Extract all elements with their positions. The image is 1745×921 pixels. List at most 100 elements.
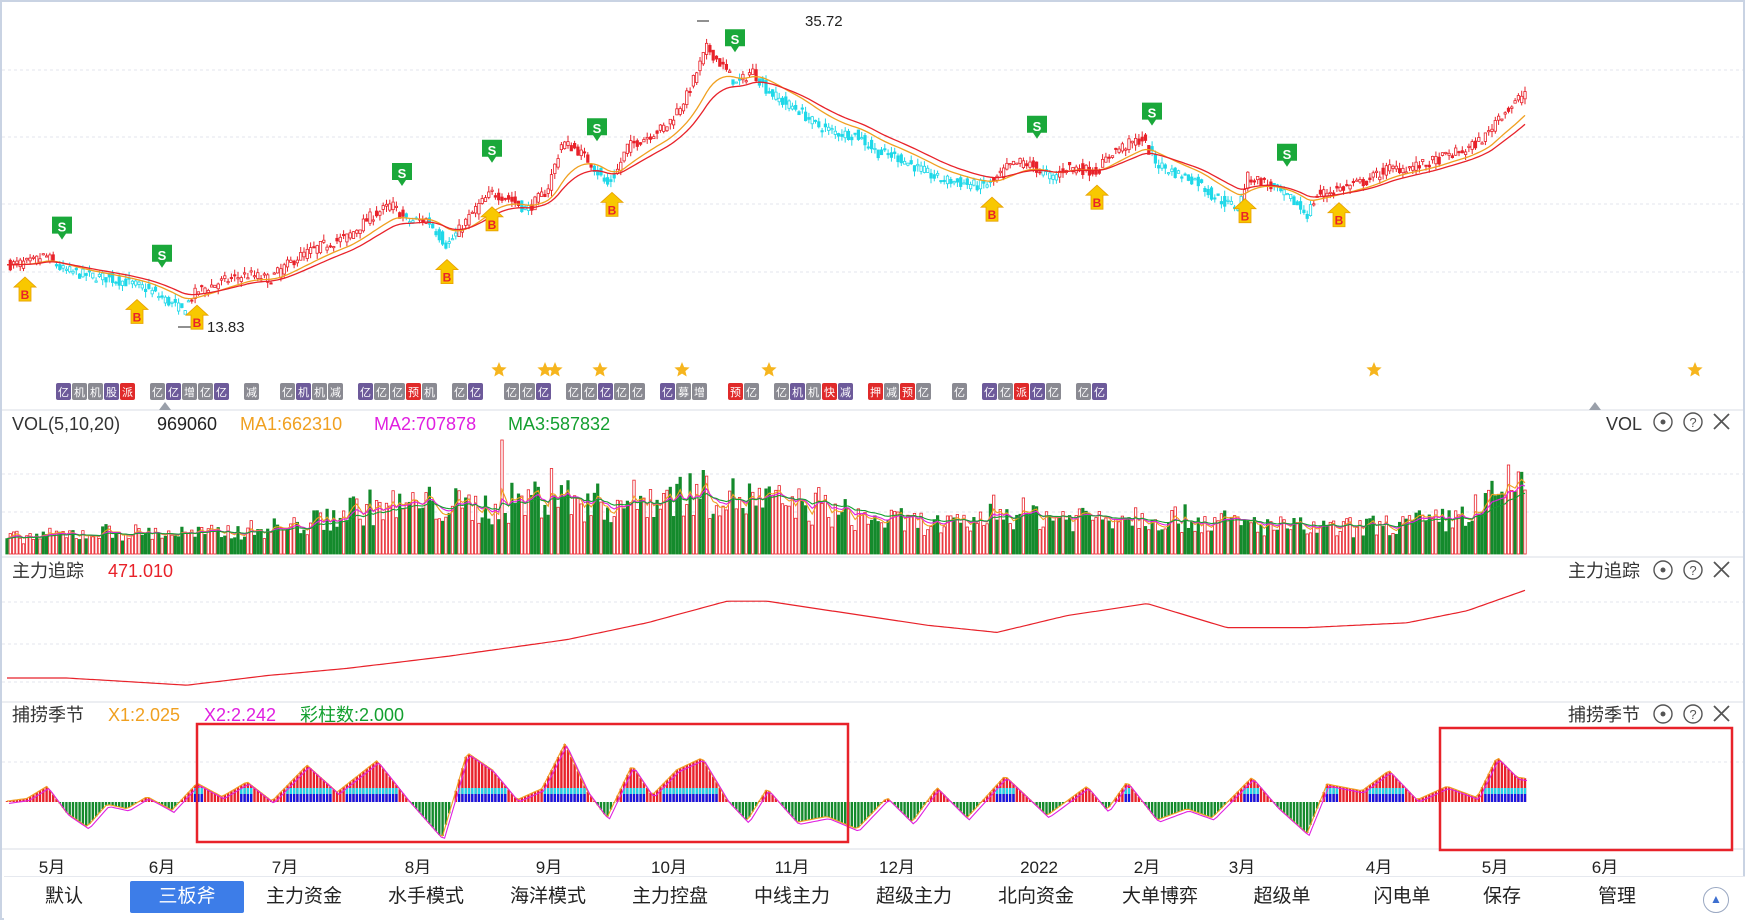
candle-body (306, 249, 308, 258)
candle-body (1494, 120, 1496, 131)
volume-bar (709, 519, 711, 554)
candle-body (570, 146, 572, 151)
candle-body (507, 196, 509, 200)
season-colored-bar (999, 794, 1001, 802)
season-colored-bar (329, 794, 331, 802)
candle-body (722, 62, 724, 64)
candle-body (293, 261, 295, 265)
season-colored-bar (676, 788, 678, 794)
tab-7[interactable]: 超级主力 (866, 881, 962, 913)
candle-body (1372, 173, 1374, 177)
tab-5[interactable]: 主力控盘 (622, 881, 718, 913)
candle-body (105, 277, 107, 281)
season-colored-bar (465, 794, 467, 802)
tab-11[interactable]: 闪电单 (1364, 881, 1440, 913)
season-colored-bar (1494, 794, 1496, 802)
volume-bar (1415, 513, 1417, 554)
volume-bar (121, 541, 123, 554)
season-bar (1174, 802, 1176, 813)
season-bar (854, 802, 856, 828)
season-close-icon[interactable] (1714, 706, 1729, 721)
volume-bar (626, 501, 628, 554)
volume-bar (613, 517, 615, 554)
volume-bar (240, 540, 242, 554)
collapse-up-icon[interactable]: ▲ (1703, 887, 1729, 913)
tab-2[interactable]: 主力资金 (256, 881, 352, 913)
volume-bar (874, 516, 876, 554)
chart-canvas[interactable]: 35.72 13.83 VOL(5,10,20) 969060 MA1:6623… (2, 2, 1743, 874)
x-axis-label: 4月 (1366, 858, 1392, 874)
season-bar (804, 802, 806, 821)
season-colored-bar (676, 794, 678, 802)
season-colored-bar (1247, 794, 1249, 802)
candle-body (785, 97, 787, 104)
candle-body (494, 196, 496, 198)
x-axis-label: 6月 (1592, 858, 1618, 874)
volume-bar (554, 496, 556, 554)
candle-body (346, 234, 348, 242)
price-ma-line (7, 76, 1525, 298)
track-settings-icon-dot (1661, 568, 1666, 573)
candle-body (1299, 202, 1301, 210)
season-bar (537, 790, 539, 802)
season-colored-bar (712, 794, 714, 802)
tab-13[interactable]: 管理 (1589, 881, 1645, 913)
tab-0[interactable]: 默认 (34, 881, 94, 913)
tab-1[interactable]: 三板斧 (130, 881, 244, 913)
tab-8[interactable]: 北向资金 (988, 881, 1084, 913)
volume-bar (356, 499, 358, 554)
candle-body (976, 186, 978, 190)
volume-bar (379, 502, 381, 554)
volume-bar (969, 531, 971, 554)
season-colored-bar (564, 788, 566, 794)
volume-bar (580, 504, 582, 554)
season-bar (342, 787, 344, 802)
candle-body (441, 232, 443, 244)
season-bar (75, 802, 77, 820)
volume-bar (1270, 522, 1272, 554)
volume-bar (19, 538, 21, 554)
candle-body (296, 260, 298, 263)
season-colored-bar (488, 794, 490, 802)
x-axis-label: 7月 (272, 858, 298, 874)
volume-bar (1101, 520, 1103, 554)
volume-bar (867, 524, 869, 554)
season-colored-bar (286, 794, 288, 802)
tab-4[interactable]: 海洋模式 (500, 881, 596, 913)
season-bar (253, 788, 255, 802)
season-colored-bar (1250, 794, 1252, 802)
event-tag-label: 亿 (506, 386, 517, 399)
season-bar (653, 793, 655, 802)
tab-10[interactable]: 超级单 (1244, 881, 1320, 913)
tab-3[interactable]: 水手模式 (378, 881, 474, 913)
volume-bar (1501, 492, 1503, 554)
candle-body (1290, 194, 1292, 198)
track-close-icon[interactable] (1714, 562, 1729, 577)
tab-12[interactable]: 保存 (1474, 881, 1530, 913)
tab-6[interactable]: 中线主力 (744, 881, 840, 913)
season-bar (851, 802, 853, 827)
candle-body (217, 284, 219, 289)
season-colored-bar (303, 788, 305, 794)
season-colored-bar (1402, 794, 1404, 802)
event-star-icon (674, 362, 689, 377)
season-bar (814, 802, 816, 819)
tab-9[interactable]: 大单博弈 (1112, 881, 1208, 913)
season-colored-bar (1385, 788, 1387, 794)
vol-close-icon[interactable] (1714, 414, 1729, 429)
candle-body (851, 137, 853, 140)
candle-body (210, 285, 212, 287)
season-colored-bar (1395, 788, 1397, 794)
season-indicator-name: 捕捞季节 (12, 705, 84, 725)
season-colored-bar (1009, 788, 1011, 794)
season-bar (1290, 802, 1292, 819)
season-x2-line (9, 746, 1527, 838)
season-bar (95, 802, 97, 817)
candle-body (448, 242, 450, 244)
volume-bar (983, 526, 985, 554)
candle-body (781, 98, 783, 104)
candle-body (745, 81, 747, 82)
volume-bar (521, 496, 523, 554)
candle-body (841, 134, 843, 136)
candle-body (1016, 163, 1018, 164)
